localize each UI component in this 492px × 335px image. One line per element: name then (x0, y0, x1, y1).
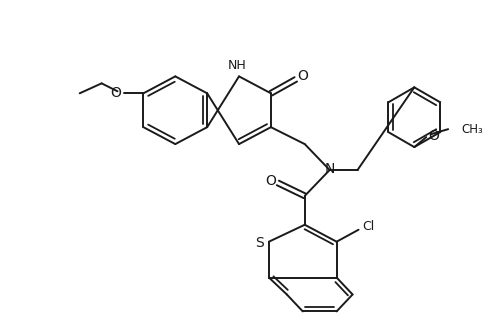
Text: O: O (266, 174, 277, 188)
Text: O: O (428, 129, 439, 143)
Text: Cl: Cl (363, 220, 374, 233)
Text: N: N (324, 162, 335, 176)
Text: O: O (110, 86, 121, 100)
Text: NH: NH (228, 59, 246, 72)
Text: O: O (297, 69, 308, 83)
Text: CH₃: CH₃ (461, 123, 483, 136)
Text: S: S (255, 236, 264, 250)
